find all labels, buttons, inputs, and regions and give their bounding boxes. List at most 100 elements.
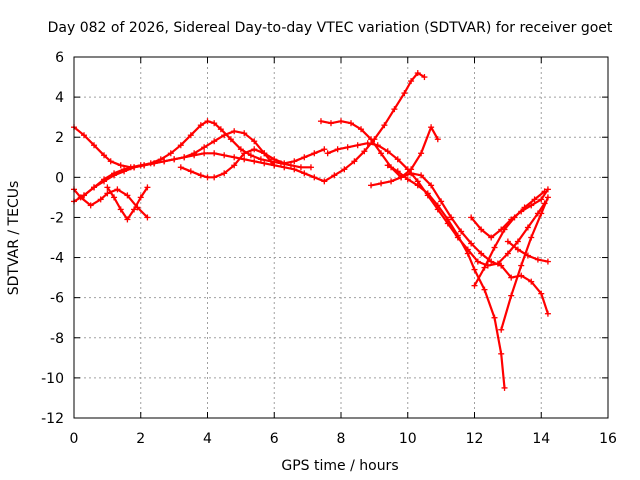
data-point bbox=[327, 120, 334, 127]
data-point bbox=[481, 264, 488, 271]
y-tick-label: 2 bbox=[55, 130, 64, 146]
data-point bbox=[311, 150, 318, 157]
data-point bbox=[204, 174, 211, 181]
data-point bbox=[544, 258, 551, 265]
data-point bbox=[478, 226, 485, 233]
series-line bbox=[369, 172, 550, 315]
data-point bbox=[448, 214, 455, 221]
data-point bbox=[508, 292, 515, 299]
data-point bbox=[334, 146, 341, 153]
data-point bbox=[428, 124, 435, 131]
data-point bbox=[404, 176, 411, 183]
data-point bbox=[498, 262, 505, 269]
data-point bbox=[137, 194, 144, 201]
data-point bbox=[271, 162, 278, 169]
data-point bbox=[478, 250, 485, 257]
data-point bbox=[391, 106, 398, 113]
data-point bbox=[171, 156, 178, 163]
data-point bbox=[124, 192, 131, 199]
data-point bbox=[544, 194, 551, 201]
data-point bbox=[161, 158, 168, 165]
data-point bbox=[104, 190, 111, 197]
series-arc-8 bbox=[324, 140, 548, 269]
data-point bbox=[408, 170, 415, 177]
data-point bbox=[217, 126, 224, 133]
data-point bbox=[211, 120, 218, 127]
series-arc-1 bbox=[71, 118, 314, 171]
y-tick-label: -8 bbox=[50, 331, 64, 347]
y-axis-title: SDTVAR / TECUs bbox=[6, 181, 22, 296]
data-point bbox=[534, 256, 541, 263]
x-tick-label: 4 bbox=[203, 431, 212, 447]
data-point bbox=[261, 160, 268, 167]
data-point bbox=[111, 170, 118, 177]
series-line bbox=[386, 164, 506, 389]
data-point bbox=[107, 158, 114, 165]
y-tick-label: -10 bbox=[41, 371, 64, 387]
data-point bbox=[498, 326, 505, 333]
data-point bbox=[378, 180, 385, 187]
data-point bbox=[91, 142, 98, 149]
data-point bbox=[221, 170, 228, 177]
data-point bbox=[321, 146, 328, 153]
series-arc-4 bbox=[81, 128, 278, 199]
y-tick-label: -6 bbox=[50, 291, 64, 307]
plot-frame bbox=[73, 56, 609, 419]
data-point bbox=[491, 244, 498, 251]
data-point bbox=[528, 202, 535, 209]
data-point bbox=[297, 164, 304, 171]
series-line bbox=[82, 130, 276, 197]
data-point bbox=[117, 206, 124, 213]
data-point bbox=[144, 214, 151, 221]
data-point bbox=[524, 224, 531, 231]
data-point bbox=[231, 162, 238, 169]
data-point bbox=[291, 166, 298, 173]
data-point bbox=[528, 234, 535, 241]
data-point bbox=[321, 178, 328, 185]
data-point bbox=[488, 234, 495, 241]
series-arc-11 bbox=[471, 188, 548, 289]
data-point bbox=[438, 198, 445, 205]
x-tick-label: 16 bbox=[599, 431, 617, 447]
data-point bbox=[104, 184, 111, 191]
data-point bbox=[241, 150, 248, 157]
data-point bbox=[538, 210, 545, 217]
data-point bbox=[384, 148, 391, 155]
y-tick-label: 4 bbox=[55, 90, 64, 106]
data-point bbox=[251, 138, 258, 145]
data-point bbox=[378, 150, 385, 157]
data-point bbox=[504, 250, 511, 257]
data-point bbox=[287, 162, 294, 169]
data-point bbox=[418, 172, 425, 179]
data-point bbox=[301, 170, 308, 177]
data-point bbox=[368, 182, 375, 189]
y-tick-label: -2 bbox=[50, 210, 64, 226]
data-point bbox=[181, 154, 188, 161]
data-point bbox=[394, 168, 401, 175]
data-point bbox=[354, 142, 361, 149]
data-point bbox=[344, 144, 351, 151]
data-point bbox=[368, 136, 375, 143]
y-tick-label: 0 bbox=[55, 170, 64, 186]
data-point bbox=[81, 192, 88, 199]
x-tick-label: 2 bbox=[136, 431, 145, 447]
data-point bbox=[418, 150, 425, 157]
data-point bbox=[544, 310, 551, 317]
data-point bbox=[197, 172, 204, 179]
data-point bbox=[311, 174, 318, 181]
data-point bbox=[201, 150, 208, 157]
data-point bbox=[241, 156, 248, 163]
data-point bbox=[514, 238, 521, 245]
data-point bbox=[361, 148, 368, 155]
data-point bbox=[414, 70, 421, 77]
data-point bbox=[251, 146, 258, 153]
data-point bbox=[231, 154, 238, 161]
data-point bbox=[307, 164, 314, 171]
data-point bbox=[488, 258, 495, 265]
data-point bbox=[87, 202, 94, 209]
data-point bbox=[351, 158, 358, 165]
data-point bbox=[518, 272, 525, 279]
data-point bbox=[331, 172, 338, 179]
data-point bbox=[421, 74, 428, 81]
data-point bbox=[428, 182, 435, 189]
